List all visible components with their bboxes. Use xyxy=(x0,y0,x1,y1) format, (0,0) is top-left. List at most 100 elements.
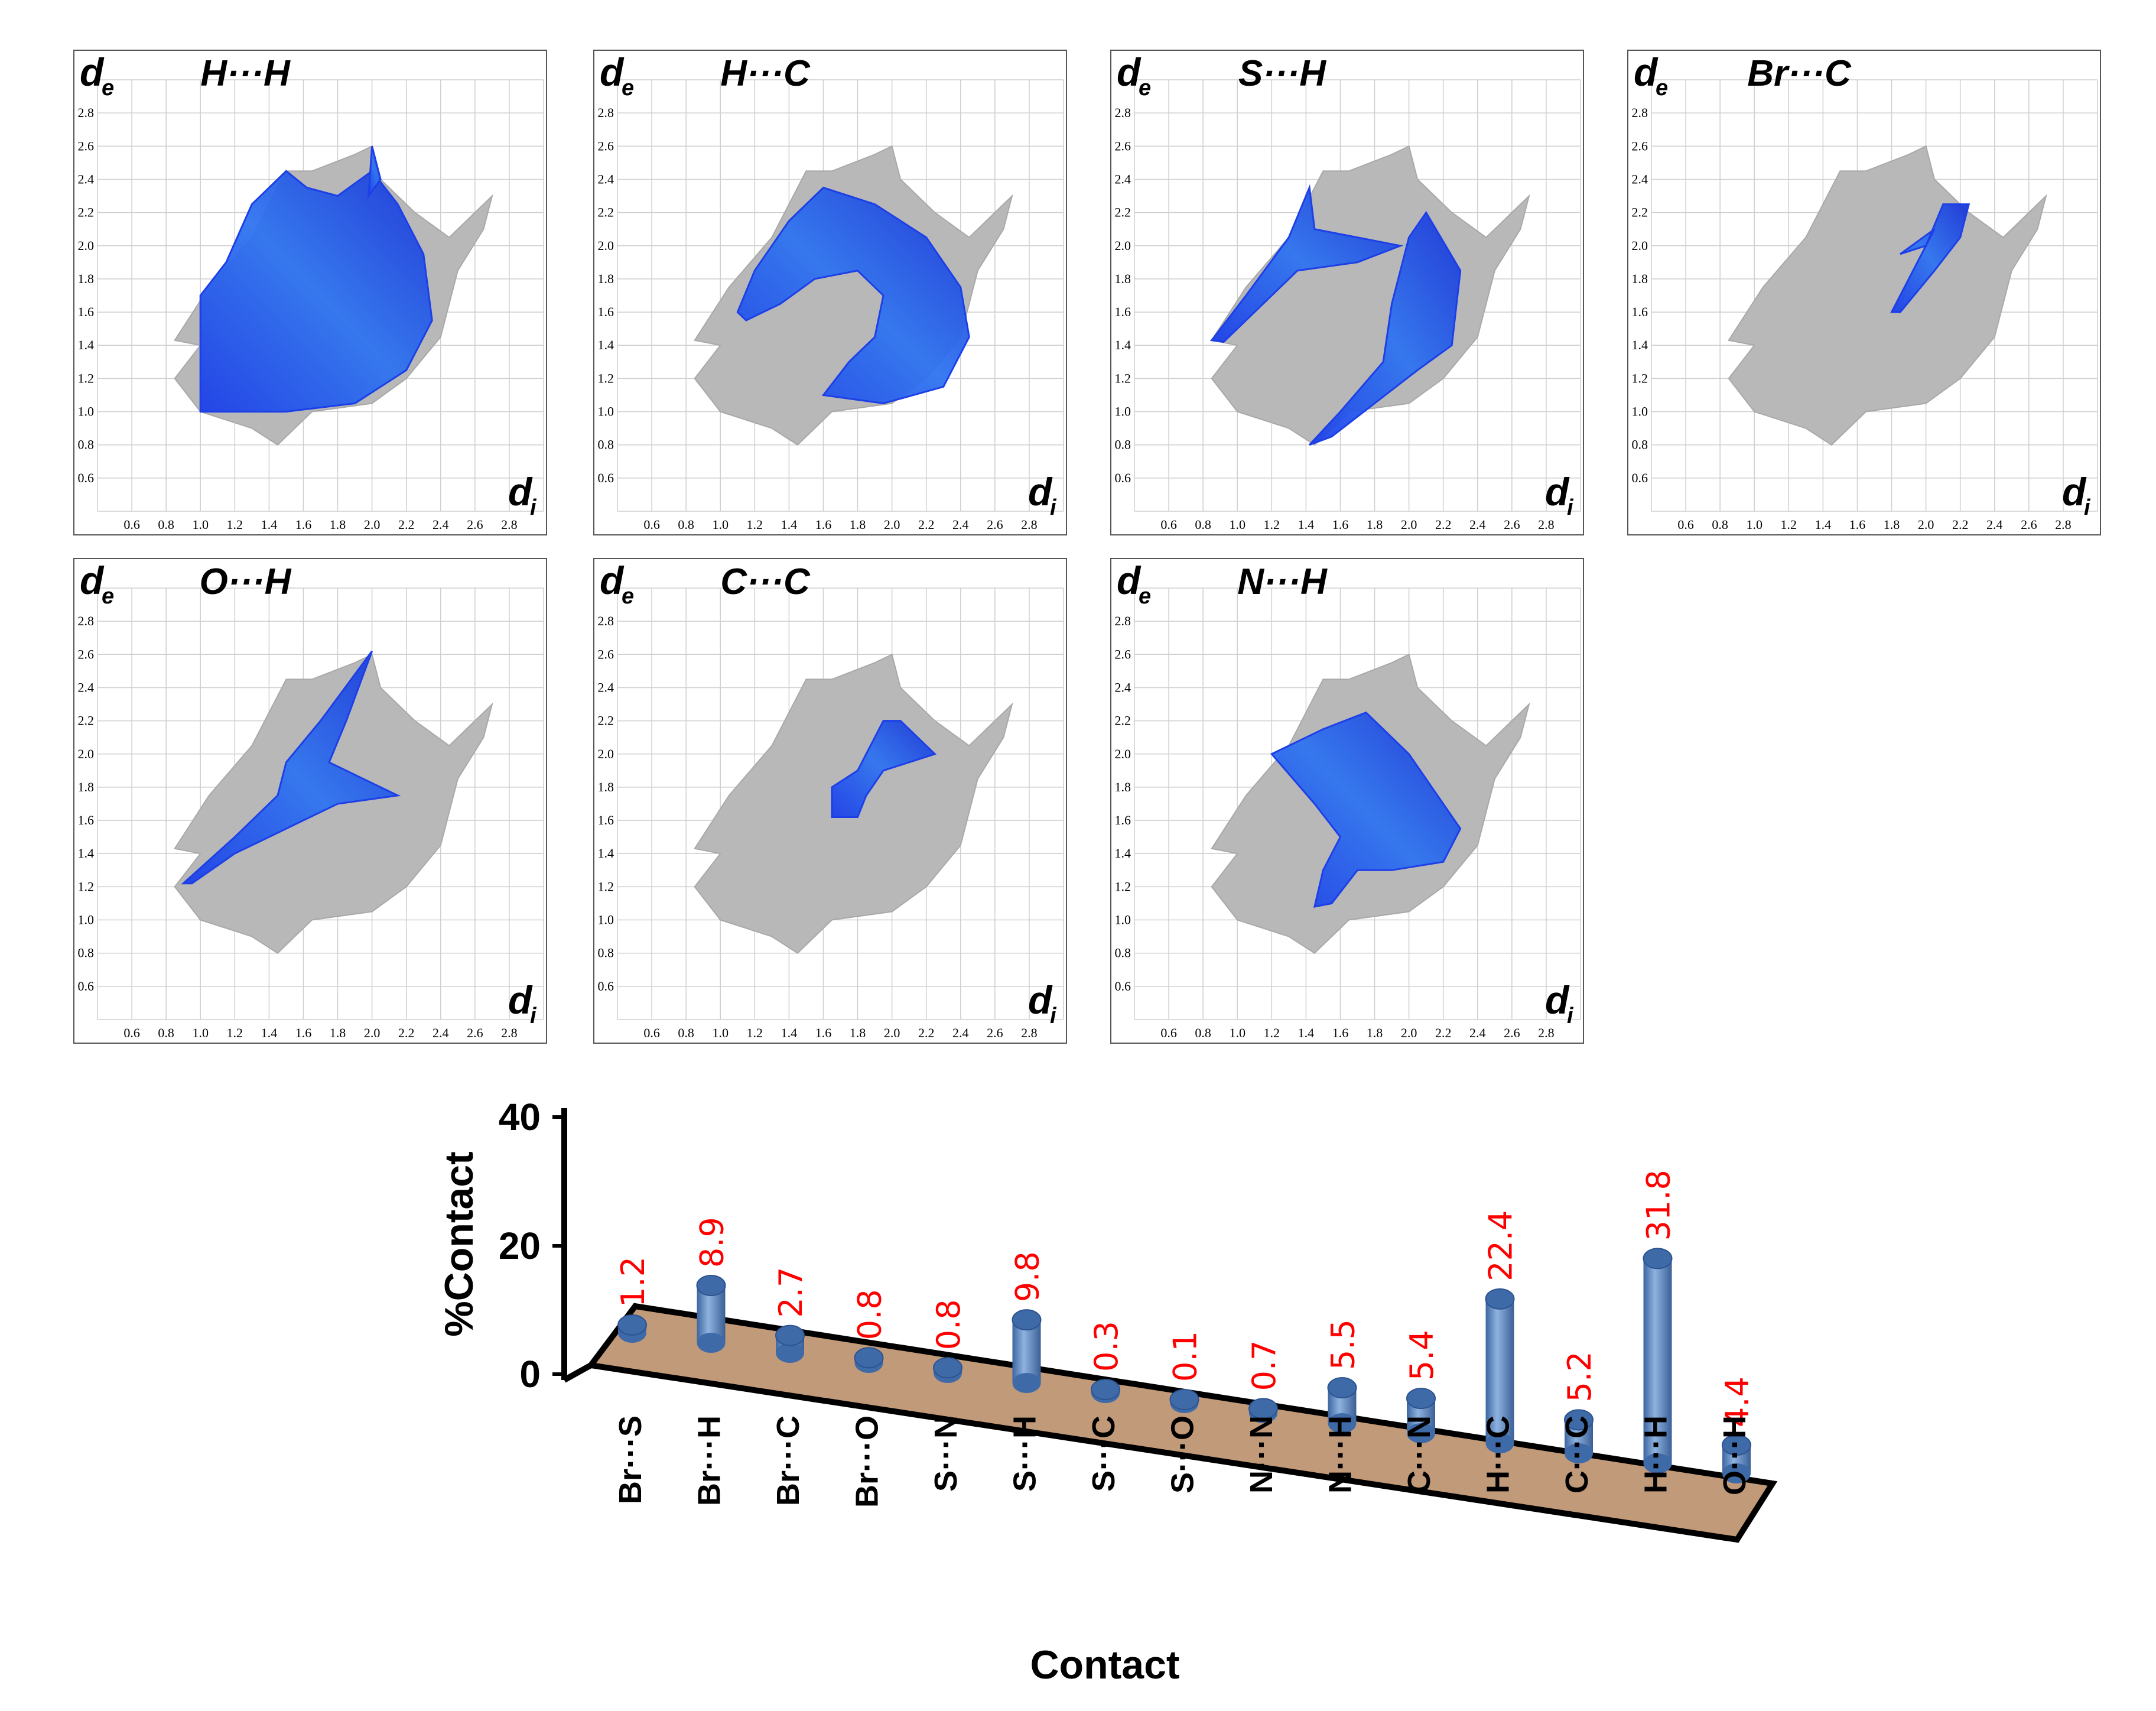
contact-highlight-region xyxy=(1209,184,1404,343)
bar-top xyxy=(1091,1379,1120,1400)
bar-value-label: 8.9 xyxy=(694,1217,731,1268)
y-axis-label-subscript: e xyxy=(1139,76,1151,100)
x-tick-label: 0.8 xyxy=(1195,517,1211,532)
y-tick-label: 2.2 xyxy=(1115,205,1131,220)
x-axis-label: d xyxy=(1545,978,1570,1022)
category-label: N···H xyxy=(1323,1415,1358,1494)
bar-value-label: 0.8 xyxy=(851,1289,889,1340)
y-tick-label: 1.4 xyxy=(1632,337,1648,352)
x-axis-label: d xyxy=(508,978,533,1022)
y-tick-label: 1.0 xyxy=(1115,913,1131,927)
bar-value-label: 9.8 xyxy=(1009,1251,1046,1302)
x-axis-label-subscript: i xyxy=(1050,495,1057,520)
x-tick-label: 2.2 xyxy=(918,1025,935,1040)
bar-top xyxy=(617,1314,647,1336)
x-tick-label: 2.4 xyxy=(1986,517,2003,532)
y-tick-label: 0 xyxy=(519,1353,541,1395)
y-tick-label: 0.6 xyxy=(1115,470,1131,485)
y-tick-label: 2.6 xyxy=(1115,647,1131,661)
bar-bottom xyxy=(1643,1453,1672,1473)
y-tick-label: 2.4 xyxy=(78,171,95,186)
x-axis-label: d xyxy=(1545,470,1570,514)
bar-top xyxy=(1722,1434,1751,1456)
y-tick-label: 2.0 xyxy=(78,238,95,253)
y-axis-corner xyxy=(562,1362,593,1383)
x-tick-label: 0.6 xyxy=(123,517,140,532)
x-tick-label: 1.8 xyxy=(850,1025,866,1040)
bar-value-label: 5.2 xyxy=(1561,1351,1598,1402)
y-axis-label: d xyxy=(80,559,105,602)
y-tick-label: 1.8 xyxy=(78,780,95,794)
x-tick-label: 1.0 xyxy=(712,517,729,532)
x-tick-label: 2.4 xyxy=(952,517,969,532)
x-tick-label: 2.4 xyxy=(952,1025,969,1040)
panel-title: S···H xyxy=(1238,53,1326,94)
y-tick-label: 1.2 xyxy=(1115,371,1131,385)
bar-top xyxy=(1643,1248,1673,1270)
full-fingerprint-region xyxy=(1728,145,2047,446)
bar-cylinder: 0.3 xyxy=(1088,1321,1125,1403)
y-tick-label: 1.0 xyxy=(1632,404,1648,419)
x-tick-label: 2.4 xyxy=(1469,1025,1486,1040)
x-tick-label: 0.6 xyxy=(123,1025,140,1040)
y-tick-label: 1.4 xyxy=(1115,846,1131,861)
y-axis-label: d xyxy=(600,559,625,602)
x-tick-label: 2.8 xyxy=(501,1025,518,1040)
y-axis-label-subscript: e xyxy=(102,76,114,100)
category-label: H···H xyxy=(1638,1415,1674,1494)
y-tick-label: 2.6 xyxy=(78,647,95,661)
bar-cylinder: 0.8 xyxy=(851,1289,889,1373)
bar-body xyxy=(1643,1258,1672,1463)
x-tick-label: 1.0 xyxy=(1229,517,1246,532)
x-tick-label: 0.8 xyxy=(158,517,174,532)
x-tick-label: 2.6 xyxy=(987,1025,1003,1040)
y-tick-label: 2.2 xyxy=(1632,205,1648,220)
y-tick-label: 2.0 xyxy=(1632,238,1648,253)
category-label: Br···C xyxy=(770,1415,806,1506)
x-tick-label: 0.8 xyxy=(678,1025,694,1040)
bar-top xyxy=(1012,1309,1042,1331)
bar-bottom xyxy=(1485,1433,1514,1453)
fingerprint-panel: 0.6 0.8 1.0 1.2 1.4 1.6 1.8 2.0 2.2 2.4 2.6 2.8 0.6 0… xyxy=(593,558,1067,1044)
fingerprint-panel: 0.6 0.8 1.0 1.2 1.4 1.6 1.8 2.0 2.2 2.4 2.6 2.8 0.6 0… xyxy=(73,558,547,1044)
x-tick-label: 1.6 xyxy=(815,1025,832,1040)
bar-value-label: 0.7 xyxy=(1246,1340,1283,1391)
x-tick-label: 1.4 xyxy=(781,1025,798,1040)
x-axis-label-subscript: i xyxy=(530,495,537,520)
x-tick-label: 0.8 xyxy=(1195,1025,1211,1040)
category-label: Br···O xyxy=(850,1415,885,1508)
category-label: N···N xyxy=(1244,1415,1279,1494)
y-axis-label-subscript: e xyxy=(622,584,634,609)
x-axis-label-subscript: i xyxy=(2084,495,2091,520)
bar-cylinder: 8.9 xyxy=(694,1217,731,1353)
x-axis-label-subscript: i xyxy=(1567,495,1574,520)
x-tick-label: 2.2 xyxy=(398,1025,415,1040)
category-label: C···C xyxy=(1559,1415,1595,1494)
y-tick-label: 2.2 xyxy=(78,713,95,728)
y-tick-label: 1.6 xyxy=(78,813,95,827)
x-tick-label: 2.4 xyxy=(432,1025,449,1040)
y-tick-label: 1.8 xyxy=(1115,780,1131,794)
bar-cylinder: 5.4 xyxy=(1403,1330,1440,1443)
x-axis-label: d xyxy=(1028,978,1053,1022)
bar-value-label: 0.3 xyxy=(1088,1321,1125,1372)
x-tick-label: 2.8 xyxy=(1021,517,1038,532)
y-tick-label: 1.8 xyxy=(78,271,95,286)
panel-grid xyxy=(1134,79,1581,512)
y-tick-label: 1.8 xyxy=(598,271,614,286)
bar-top xyxy=(1248,1398,1278,1420)
y-tick-label: 2.2 xyxy=(598,713,614,728)
y-tick-label: 0.6 xyxy=(598,470,614,485)
x-tick-label: 1.0 xyxy=(1746,517,1762,532)
bar-top xyxy=(1485,1288,1515,1310)
y-tick-label: 2.8 xyxy=(1632,105,1648,120)
bar-value-label: 0.8 xyxy=(930,1299,967,1350)
y-axis-label: d xyxy=(1117,50,1142,94)
category-label: S···C xyxy=(1086,1415,1121,1492)
x-tick-label: 2.8 xyxy=(1538,517,1555,532)
category-label: S···N xyxy=(928,1415,964,1492)
y-tick-label: 0.8 xyxy=(598,437,614,452)
x-tick-label: 1.2 xyxy=(747,517,763,532)
x-tick-label: 1.2 xyxy=(747,1025,763,1040)
